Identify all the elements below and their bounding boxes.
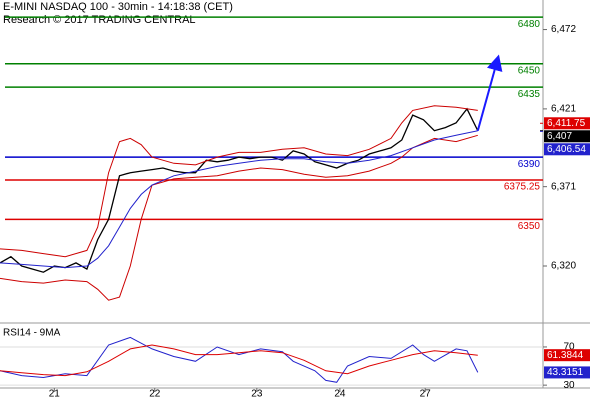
y-tick-label: 6,371 — [551, 181, 576, 192]
indicator-line — [0, 105, 478, 258]
axes: 6,472 6,421 6,371 6,320 21 22 23 24 27 6,411.75 6,… — [49, 24, 590, 400]
indicator-line — [0, 134, 478, 301]
level-label: 6435 — [518, 89, 541, 100]
price-tag — [544, 130, 590, 143]
x-tick-label: 27 — [420, 389, 432, 400]
rsi-tick-label: 30 — [563, 380, 575, 391]
chart-subtitle: Research © 2017 TRADING CENTRAL — [3, 14, 196, 26]
rsi-panel — [0, 336, 543, 386]
x-tick-label: 24 — [334, 389, 346, 400]
rsi-tag — [544, 366, 590, 379]
rsi-tag-label: 61.3844 — [547, 350, 584, 361]
level-label: 6375.25 — [504, 182, 541, 193]
indicator-line — [0, 130, 478, 269]
x-tick-label: 22 — [149, 389, 161, 400]
rsi-tag-label: 43.3151 — [547, 367, 584, 378]
level-label: 6390 — [518, 159, 541, 170]
level-label: 6480 — [518, 19, 541, 30]
y-tick-label: 6,421 — [551, 104, 576, 115]
price-tag-label: 6,406.54 — [547, 144, 586, 155]
rsi-tag — [544, 349, 590, 362]
x-tick-label: 23 — [251, 389, 263, 400]
rsi-line — [0, 344, 478, 377]
level-label: 6350 — [518, 221, 541, 232]
price-panel: 6480 6450 6435 6390 6375.25 6350 — [0, 16, 543, 301]
y-tick-label: 6,472 — [551, 24, 576, 35]
price-line — [0, 107, 479, 273]
chart-title: E-MINI NASDAQ 100 - 30min - 14:18:38 (CE… — [3, 1, 233, 13]
level-label: 6450 — [518, 65, 541, 76]
price-tag-label: 6,411.75 — [547, 118, 586, 129]
price-tag — [544, 117, 590, 130]
price-tag — [544, 143, 590, 156]
rsi-line — [0, 336, 479, 383]
y-tick-label: 6,320 — [551, 261, 576, 272]
price-tag-label: 6,407 — [547, 131, 572, 142]
x-tick-label: 21 — [49, 389, 61, 400]
rsi-tick-label: 70 — [563, 342, 575, 353]
rsi-label: RSI14 - 9MA — [3, 328, 61, 339]
projection-arrow — [476, 54, 503, 131]
